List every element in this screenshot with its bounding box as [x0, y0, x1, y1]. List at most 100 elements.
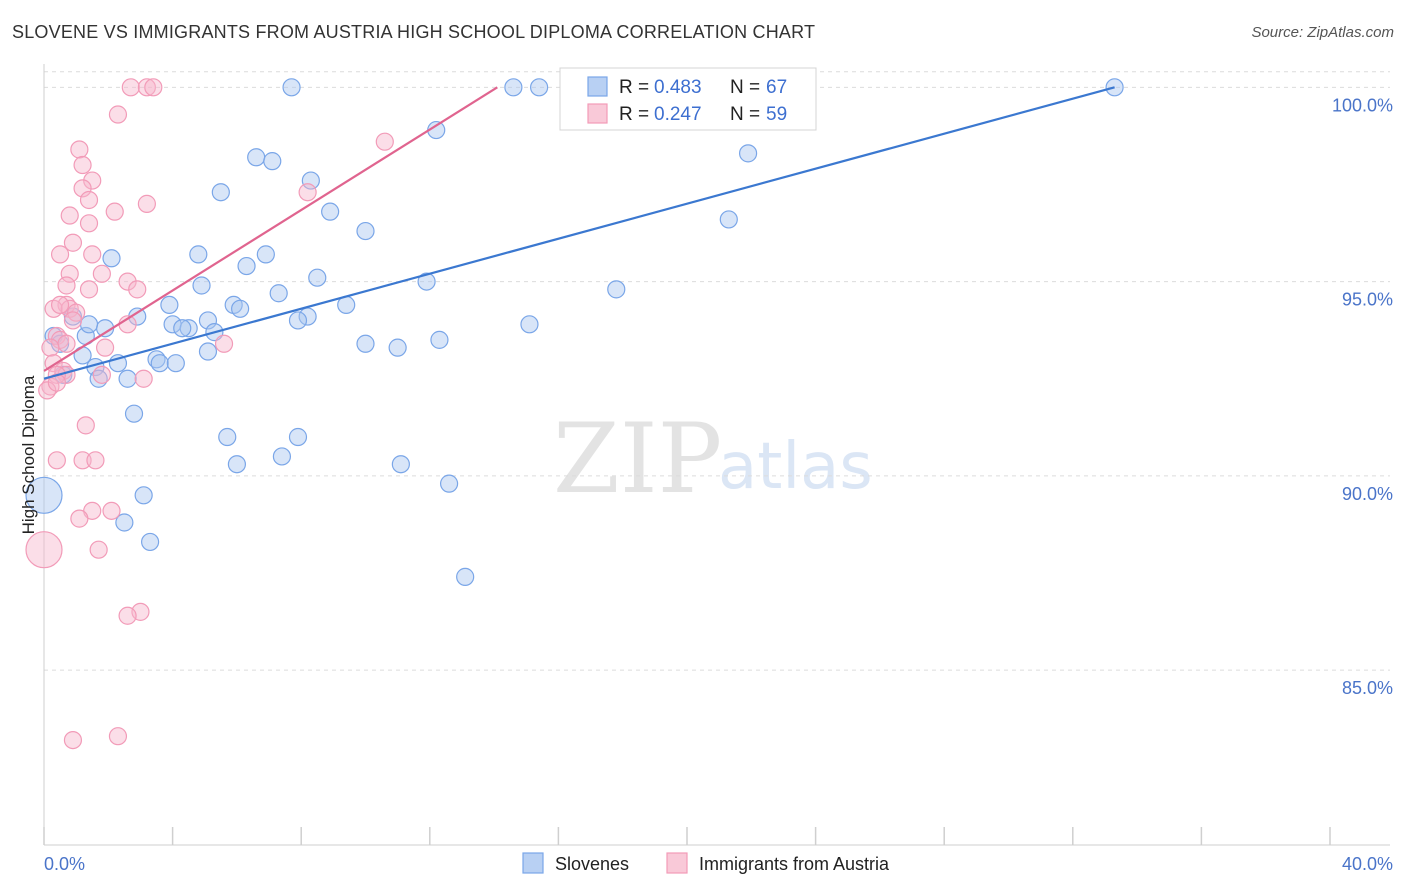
- immigrants-from-austria-point-22: [79, 280, 99, 299]
- legend-r-value-austria: 0.247: [654, 104, 702, 125]
- immigrants-from-austria-point-40: [92, 365, 111, 384]
- immigrants-from-austria-point-9: [79, 190, 99, 210]
- immigrants-from-austria-point-48: [86, 451, 105, 470]
- slovenes-point-41: [356, 334, 375, 353]
- immigrants-from-austria-point-10: [298, 183, 317, 202]
- slovenes-point-22: [128, 307, 147, 326]
- immigrants-from-austria-point-17: [83, 245, 102, 264]
- immigrants-from-austria-point-46: [47, 451, 66, 470]
- y-tick-label-1: 90.0%: [1342, 484, 1393, 504]
- trend-line-0: [43, 86, 1115, 380]
- immigrants-from-austria-point-14: [79, 214, 99, 233]
- slovenes-point-43: [430, 330, 449, 349]
- x-tick-label-0: 0.0%: [44, 854, 85, 874]
- slovenes-point-31: [288, 311, 308, 330]
- slovenes-point-45: [198, 342, 218, 361]
- immigrants-from-austria-point-56: [63, 730, 83, 750]
- slovenes-point-25: [231, 299, 250, 318]
- trend-lines: [43, 86, 1115, 380]
- slovenes-point-18: [308, 268, 327, 287]
- bottom-legend: Slovenes Immigrants from Austria: [522, 852, 890, 874]
- immigrants-from-austria-point-57: [108, 727, 128, 746]
- chart-title: SLOVENE VS IMMIGRANTS FROM AUSTRIA HIGH …: [12, 22, 816, 42]
- slovenes-point-7: [263, 152, 282, 171]
- immigrants-from-austria-point-4: [70, 140, 89, 159]
- immigrants-from-austria-point-28: [63, 311, 83, 330]
- slovenes-point-48: [166, 354, 185, 373]
- slovenes-point-30: [198, 311, 218, 330]
- x-tick-labels: 0.0% 40.0%: [44, 854, 1393, 874]
- slovenes-point-57: [227, 455, 246, 474]
- y-axis-label: High School Diploma: [19, 375, 38, 534]
- slovenes-point-13: [719, 210, 738, 229]
- slovenes-points: [25, 78, 1124, 586]
- watermark-atlas: atlas: [718, 430, 873, 504]
- immigrants-from-austria-point-58: [50, 295, 70, 315]
- slovenes-point-63: [115, 513, 134, 532]
- legend-r-value-slovenes: 0.483: [654, 77, 702, 98]
- slovenes-point-11: [321, 202, 340, 221]
- slovenes-point-6: [247, 148, 266, 167]
- slovenes-point-61: [134, 486, 153, 505]
- slovenes-point-58: [272, 447, 292, 466]
- legend-r-label-1: R =: [619, 77, 649, 98]
- immigrants-from-austria-point-53: [25, 531, 63, 569]
- x-tick-label-1: 40.0%: [1342, 854, 1393, 874]
- immigrants-from-austria-point-3: [108, 105, 128, 124]
- axes: [43, 64, 1390, 846]
- legend-n-label-1: N =: [730, 77, 760, 98]
- immigrants-from-austria-point-0: [121, 78, 140, 97]
- immigrants-from-austria-point-33: [41, 338, 60, 357]
- y-tick-labels: 85.0% 90.0% 95.0% 100.0%: [1332, 95, 1393, 698]
- y-tick-label-0: 85.0%: [1342, 678, 1393, 698]
- slovenes-point-42: [388, 338, 407, 357]
- trend-line-1: [43, 86, 498, 372]
- immigrants-from-austria-point-15: [63, 233, 83, 252]
- slovenes-point-56: [288, 427, 308, 447]
- austria-points: [25, 78, 394, 750]
- legend-swatch-austria: [587, 103, 608, 124]
- slovenes-point-21: [607, 280, 626, 299]
- slovenes-point-10: [211, 183, 230, 202]
- slovenes-point-2: [530, 78, 549, 97]
- slovenes-point-29: [179, 319, 198, 338]
- slovenes-point-17: [256, 245, 275, 264]
- slovenes-point-8: [738, 144, 758, 163]
- slovenes-point-1: [504, 78, 523, 97]
- immigrants-from-austria-point-11: [137, 194, 156, 213]
- legend-box: R = 0.483 N = 67 R = 0.247 N = 59: [559, 67, 817, 131]
- legend-swatch-slovenes: [587, 76, 608, 97]
- bottom-legend-swatch-slovenes: [522, 852, 544, 874]
- slovenes-point-19: [192, 276, 211, 295]
- immigrants-from-austria-point-50: [102, 501, 121, 520]
- y-tick-label-3: 100.0%: [1332, 95, 1393, 115]
- immigrants-from-austria-point-45: [76, 416, 95, 435]
- immigrants-from-austria-point-7: [83, 171, 102, 190]
- slovenes-point-59: [391, 455, 410, 474]
- slovenes-point-32: [520, 315, 539, 334]
- slovenes-point-64: [140, 532, 160, 552]
- legend-n-value-austria: 59: [766, 104, 787, 125]
- immigrants-from-austria-point-34: [95, 338, 115, 357]
- slovenes-point-54: [124, 404, 144, 423]
- slovenes-point-20: [269, 284, 288, 303]
- slovenes-point-47: [150, 354, 169, 373]
- immigrants-from-austria-point-21: [57, 276, 76, 295]
- immigrants-from-austria-point-20: [118, 272, 137, 291]
- slovenes-point-16: [237, 256, 256, 276]
- slovenes-point-53: [118, 369, 137, 388]
- immigrants-from-austria-point-12: [105, 202, 124, 221]
- gridlines: [44, 71, 1390, 671]
- immigrants-from-austria-point-23: [128, 280, 147, 299]
- immigrants-from-austria-point-52: [89, 540, 108, 559]
- immigrants-from-austria-point-13: [60, 206, 79, 225]
- slovenes-point-15: [189, 245, 208, 264]
- immigrants-from-austria-point-47: [73, 451, 92, 470]
- immigrants-from-austria-point-35: [214, 334, 234, 353]
- bottom-legend-swatch-austria: [666, 852, 688, 874]
- slovenes-point-60: [439, 474, 459, 493]
- slovenes-point-55: [218, 427, 237, 447]
- slovenes-point-0: [282, 78, 301, 97]
- immigrants-from-austria-point-55: [118, 606, 137, 625]
